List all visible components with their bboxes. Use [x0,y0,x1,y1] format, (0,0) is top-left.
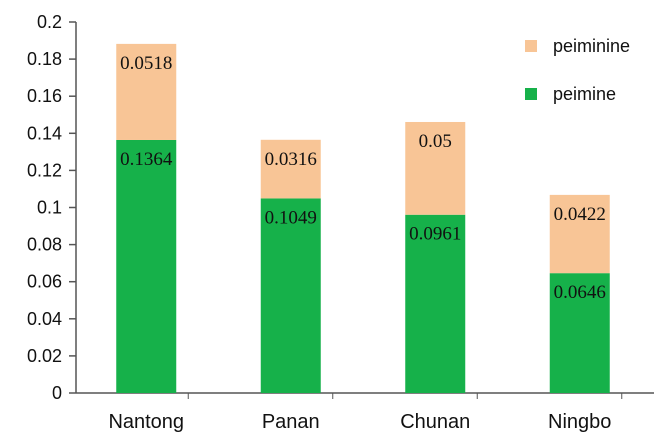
bar-peimine [260,198,321,393]
bar-peimine [549,273,610,393]
data-label-peiminine: 0.05 [419,131,452,152]
data-label-peiminine: 0.0518 [120,53,172,74]
legend-label-peiminine: peiminine [553,36,630,56]
y-tick-label: 0.02 [27,346,62,366]
bars [116,43,610,393]
y-tick-label: 0.06 [27,272,62,292]
y-axis: 0 0.02 0.04 0.06 0.08 0.1 0.12 0.14 0.16 0.18 0.2 [27,12,77,403]
bar-peiminine [116,43,177,140]
bar-peiminine [549,194,610,274]
bar-peiminine [405,121,466,215]
y-tick-label: 0.2 [37,12,62,32]
x-category-label: Chunan [400,411,470,432]
y-tick-label: 0.1 [37,198,62,218]
data-label-peiminine: 0.0316 [265,149,317,170]
y-tick-label: 0.14 [27,123,62,143]
data-label-peimine: 0.0646 [554,282,606,303]
bar-peimine [405,214,466,393]
data-label-peimine: 0.1364 [120,149,173,170]
x-category-label: Nantong [108,411,184,432]
y-tick-label: 0.04 [27,309,62,329]
data-label-peimine: 0.0961 [409,224,461,245]
y-tick-label: 0.18 [27,49,62,69]
legend-swatch-peiminine [525,40,537,52]
y-tick-label: 0.16 [27,86,62,106]
legend-label-peimine: peimine [553,84,616,104]
y-tick-label: 0.12 [27,160,62,180]
data-label-peimine: 0.1049 [265,207,317,228]
x-category-label: Ningbo [548,411,611,432]
x-category-label: Panan [262,411,320,432]
data-label-peiminine: 0.0422 [554,204,606,225]
y-tick-label: 0 [52,383,62,403]
data-labels: 0.1364 0.0518 0.1049 0.0316 0.0961 0.05 0.0646… [120,53,606,303]
legend-swatch-peimine [525,88,537,100]
x-axis: Nantong Panan Chunan Ningbo [76,392,654,432]
legend: peiminine peimine [525,36,630,104]
bar-peimine [116,139,177,393]
y-tick-label: 0.08 [27,235,62,255]
bar-peiminine [260,139,321,199]
